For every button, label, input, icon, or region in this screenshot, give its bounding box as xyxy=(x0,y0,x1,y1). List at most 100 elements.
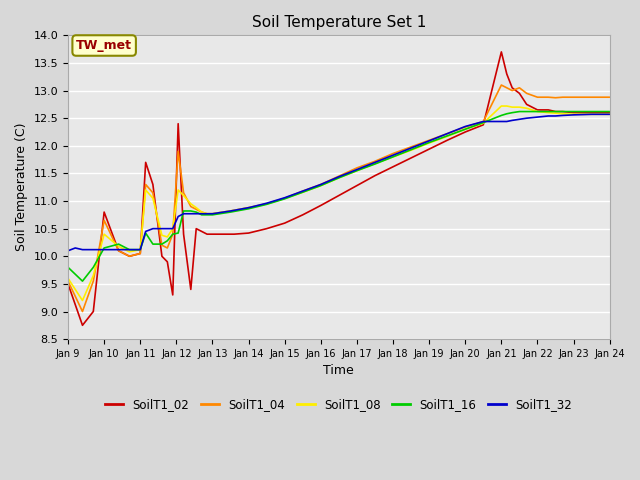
SoilT1_04 xyxy=(204,211,211,216)
SoilT1_32 xyxy=(353,167,361,172)
SoilT1_32 xyxy=(559,112,566,118)
SoilT1_02 xyxy=(149,181,157,187)
SoilT1_32 xyxy=(497,119,505,124)
SoilT1_32 xyxy=(64,248,72,253)
SoilT1_04 xyxy=(136,251,144,256)
SoilT1_32 xyxy=(198,211,205,216)
SoilT1_08 xyxy=(227,208,234,214)
SoilT1_02 xyxy=(353,183,361,189)
SoilT1_04 xyxy=(444,131,451,136)
SoilT1_02 xyxy=(115,248,122,253)
SoilT1_08 xyxy=(299,189,307,195)
SoilT1_32 xyxy=(263,200,271,206)
SoilT1_32 xyxy=(317,181,324,187)
SoilT1_08 xyxy=(407,147,415,153)
SoilT1_08 xyxy=(552,110,559,116)
SoilT1_32 xyxy=(371,159,379,165)
SoilT1_08 xyxy=(136,247,144,252)
SoilT1_32 xyxy=(503,119,511,124)
SoilT1_02 xyxy=(545,107,552,113)
SoilT1_32 xyxy=(136,247,144,252)
SoilT1_08 xyxy=(169,226,177,231)
SoilT1_08 xyxy=(570,111,577,117)
SoilT1_16 xyxy=(174,230,182,236)
SoilT1_02 xyxy=(479,122,487,128)
SoilT1_08 xyxy=(244,205,252,211)
SoilT1_04 xyxy=(169,231,177,237)
SoilT1_32 xyxy=(389,152,397,158)
SoilT1_02 xyxy=(187,287,195,292)
Line: SoilT1_32: SoilT1_32 xyxy=(68,114,610,251)
SoilT1_04 xyxy=(353,165,361,171)
SoilT1_08 xyxy=(353,168,361,174)
Line: SoilT1_02: SoilT1_02 xyxy=(68,52,610,325)
SoilT1_32 xyxy=(72,245,79,251)
SoilT1_04 xyxy=(209,211,216,216)
SoilT1_16 xyxy=(169,231,177,237)
SoilT1_02 xyxy=(180,231,188,237)
SoilT1_16 xyxy=(209,212,216,218)
SoilT1_08 xyxy=(606,111,614,117)
SoilT1_02 xyxy=(125,253,133,259)
SoilT1_04 xyxy=(497,82,505,88)
SoilT1_16 xyxy=(426,140,433,145)
SoilT1_04 xyxy=(545,94,552,100)
SoilT1_04 xyxy=(193,206,200,212)
SoilT1_08 xyxy=(79,298,86,303)
SoilT1_04 xyxy=(516,85,524,91)
SoilT1_04 xyxy=(570,94,577,100)
SoilT1_32 xyxy=(508,118,516,123)
SoilT1_02 xyxy=(407,155,415,161)
SoilT1_02 xyxy=(158,253,166,259)
SoilT1_32 xyxy=(426,138,433,144)
SoilT1_16 xyxy=(545,108,552,114)
SoilT1_08 xyxy=(180,192,188,198)
SoilT1_32 xyxy=(570,112,577,118)
SoilT1_08 xyxy=(198,209,205,215)
X-axis label: Time: Time xyxy=(323,364,354,377)
SoilT1_08 xyxy=(371,161,379,167)
SoilT1_04 xyxy=(187,204,195,209)
SoilT1_04 xyxy=(158,242,166,248)
SoilT1_02 xyxy=(64,281,72,287)
SoilT1_16 xyxy=(559,108,566,114)
SoilT1_32 xyxy=(545,113,552,119)
SoilT1_02 xyxy=(79,323,86,328)
SoilT1_32 xyxy=(335,174,342,180)
SoilT1_16 xyxy=(353,168,361,174)
SoilT1_16 xyxy=(503,111,511,117)
SoilT1_04 xyxy=(461,124,469,130)
SoilT1_04 xyxy=(479,119,487,124)
SoilT1_08 xyxy=(516,104,524,110)
SoilT1_02 xyxy=(497,49,505,55)
SoilT1_02 xyxy=(559,108,566,114)
SoilT1_16 xyxy=(606,108,614,114)
SoilT1_08 xyxy=(204,211,211,216)
SoilT1_04 xyxy=(227,208,234,214)
SoilT1_32 xyxy=(125,247,133,252)
SoilT1_16 xyxy=(516,108,524,114)
SoilT1_32 xyxy=(149,226,157,231)
SoilT1_32 xyxy=(115,247,122,252)
SoilT1_08 xyxy=(461,126,469,132)
SoilT1_32 xyxy=(461,123,469,129)
SoilT1_32 xyxy=(204,211,211,216)
SoilT1_02 xyxy=(220,231,227,237)
SoilT1_04 xyxy=(263,201,271,207)
SoilT1_16 xyxy=(100,245,108,251)
SoilT1_08 xyxy=(559,111,566,117)
SoilT1_32 xyxy=(142,228,150,234)
SoilT1_16 xyxy=(263,202,271,207)
SoilT1_16 xyxy=(193,209,200,215)
SoilT1_16 xyxy=(125,247,133,252)
SoilT1_02 xyxy=(209,231,216,237)
SoilT1_32 xyxy=(79,247,86,252)
SoilT1_16 xyxy=(407,147,415,153)
SoilT1_02 xyxy=(317,203,324,208)
SoilT1_08 xyxy=(497,103,505,109)
SoilT1_16 xyxy=(461,126,469,132)
SoilT1_08 xyxy=(125,249,133,255)
SoilT1_08 xyxy=(545,110,552,116)
SoilT1_04 xyxy=(426,137,433,143)
SoilT1_32 xyxy=(193,211,200,216)
